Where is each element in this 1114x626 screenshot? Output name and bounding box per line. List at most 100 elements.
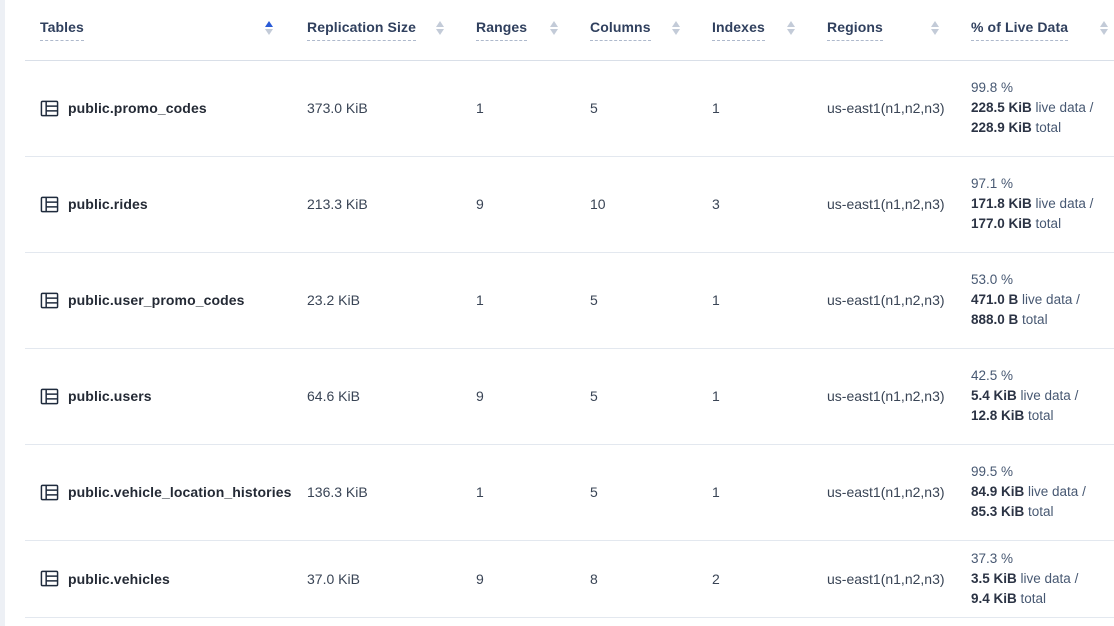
ranges-cell: 1 xyxy=(462,252,576,349)
live-data-cell: 99.8 % 228.5 KiB live data / 228.9 KiB t… xyxy=(957,60,1114,157)
columns-cell: 5 xyxy=(576,444,698,541)
regions-cell: us-east1(n1,n2,n3) xyxy=(813,60,957,157)
live-data-percent: 53.0 % xyxy=(971,272,1014,287)
regions-cell: us-east1(n1,n2,n3) xyxy=(813,540,957,618)
column-header-label: % of Live Data xyxy=(971,19,1069,41)
column-header-label: Replication Size xyxy=(307,19,416,41)
live-data-percent: 99.8 % xyxy=(971,80,1014,95)
table-name-link[interactable]: public.vehicles xyxy=(68,570,170,587)
columns-cell: 5 xyxy=(576,252,698,349)
table-row: public.users 64.6 KiB 9 5 1 us-east1(n1,… xyxy=(25,348,1114,445)
table-row: public.promo_codes 373.0 KiB 1 5 1 us-ea… xyxy=(25,60,1114,157)
live-data-cell: 42.5 % 5.4 KiB live data / 12.8 KiB tota… xyxy=(957,348,1114,445)
live-data-percent: 37.3 % xyxy=(971,550,1014,566)
database-tables-table: Tables Replication Size Ranges xyxy=(25,0,1114,618)
columns-cell: 10 xyxy=(576,156,698,253)
total-data-amount: 177.0 KiB total xyxy=(971,216,1062,231)
sort-arrows-icon[interactable] xyxy=(1100,20,1108,35)
column-header-label: Ranges xyxy=(476,19,528,41)
table-grid-icon xyxy=(40,291,59,310)
ranges-cell: 9 xyxy=(462,540,576,618)
table-row: public.rides 213.3 KiB 9 10 3 us-east1(n… xyxy=(25,156,1114,253)
live-data-percent: 42.5 % xyxy=(971,368,1014,383)
column-header-replication-size[interactable]: Replication Size xyxy=(291,0,462,61)
column-header-indexes[interactable]: Indexes xyxy=(698,0,813,61)
table-row: public.vehicle_location_histories 136.3 … xyxy=(25,444,1114,541)
column-header-columns[interactable]: Columns xyxy=(576,0,698,61)
table-grid-icon xyxy=(40,483,59,502)
sort-arrows-icon[interactable] xyxy=(265,20,273,35)
live-data-cell: 53.0 % 471.0 B live data / 888.0 B total xyxy=(957,252,1114,349)
replication-size-cell: 136.3 KiB xyxy=(291,444,462,541)
live-data-amount: 3.5 KiB live data / xyxy=(971,570,1079,586)
ranges-cell: 1 xyxy=(462,60,576,157)
column-header-label: Tables xyxy=(40,19,84,41)
table-name-link[interactable]: public.vehicle_location_histories xyxy=(68,484,292,500)
live-data-amount: 84.9 KiB live data / xyxy=(971,484,1086,499)
column-header-label: Regions xyxy=(827,19,883,41)
total-data-amount: 85.3 KiB total xyxy=(971,504,1054,519)
column-header-live-data[interactable]: % of Live Data xyxy=(957,0,1114,61)
sort-arrows-icon[interactable] xyxy=(436,20,444,35)
live-data-percent: 99.5 % xyxy=(971,464,1014,479)
ranges-cell: 9 xyxy=(462,348,576,445)
replication-size-cell: 37.0 KiB xyxy=(291,540,462,618)
replication-size-cell: 213.3 KiB xyxy=(291,156,462,253)
live-data-cell: 99.5 % 84.9 KiB live data / 85.3 KiB tot… xyxy=(957,444,1114,541)
table-name-cell: public.rides xyxy=(25,156,291,253)
table-grid-icon xyxy=(40,195,59,214)
column-header-label: Indexes xyxy=(712,19,765,41)
sort-arrows-icon[interactable] xyxy=(931,20,939,35)
column-header-ranges[interactable]: Ranges xyxy=(462,0,576,61)
columns-cell: 5 xyxy=(576,60,698,157)
table-grid-icon xyxy=(40,569,59,588)
live-data-cell: 37.3 % 3.5 KiB live data / 9.4 KiB total xyxy=(957,540,1114,618)
indexes-cell: 3 xyxy=(698,156,813,253)
live-data-amount: 5.4 KiB live data / xyxy=(971,388,1079,403)
sort-arrows-icon[interactable] xyxy=(787,20,795,35)
live-data-amount: 471.0 B live data / xyxy=(971,292,1080,307)
live-data-percent: 97.1 % xyxy=(971,176,1014,191)
regions-cell: us-east1(n1,n2,n3) xyxy=(813,444,957,541)
table-row: public.vehicles 37.0 KiB 9 8 2 us-east1(… xyxy=(25,540,1114,618)
table-row: public.user_promo_codes 23.2 KiB 1 5 1 u… xyxy=(25,252,1114,349)
column-header-tables[interactable]: Tables xyxy=(25,0,291,61)
columns-cell: 8 xyxy=(576,540,698,618)
table-name-cell: public.promo_codes xyxy=(25,60,291,157)
total-data-amount: 12.8 KiB total xyxy=(971,408,1054,423)
indexes-cell: 1 xyxy=(698,60,813,157)
ranges-cell: 9 xyxy=(462,156,576,253)
table-name-cell: public.users xyxy=(25,348,291,445)
indexes-cell: 1 xyxy=(698,252,813,349)
sort-arrows-icon[interactable] xyxy=(550,20,558,35)
sort-arrows-icon[interactable] xyxy=(672,20,680,35)
table-name-link[interactable]: public.rides xyxy=(68,196,148,212)
live-data-amount: 171.8 KiB live data / xyxy=(971,196,1094,211)
columns-cell: 5 xyxy=(576,348,698,445)
table-name-cell: public.vehicle_location_histories xyxy=(25,444,292,541)
live-data-cell: 97.1 % 171.8 KiB live data / 177.0 KiB t… xyxy=(957,156,1114,253)
table-name-link[interactable]: public.promo_codes xyxy=(68,100,207,116)
live-data-amount: 228.5 KiB live data / xyxy=(971,100,1094,115)
replication-size-cell: 64.6 KiB xyxy=(291,348,462,445)
indexes-cell: 1 xyxy=(698,348,813,445)
table-name-cell: public.user_promo_codes xyxy=(25,252,291,349)
total-data-amount: 888.0 B total xyxy=(971,312,1048,327)
total-data-amount: 9.4 KiB total xyxy=(971,590,1047,606)
column-header-regions[interactable]: Regions xyxy=(813,0,957,61)
table-name-cell: public.vehicles xyxy=(25,540,291,618)
header-row: Tables Replication Size Ranges xyxy=(25,0,1114,61)
ranges-cell: 1 xyxy=(462,444,576,541)
total-data-amount: 228.9 KiB total xyxy=(971,120,1062,135)
column-header-label: Columns xyxy=(590,19,651,41)
replication-size-cell: 373.0 KiB xyxy=(291,60,462,157)
tables-list-card: Tables Replication Size Ranges xyxy=(5,0,1114,626)
table-name-link[interactable]: public.users xyxy=(68,388,152,404)
regions-cell: us-east1(n1,n2,n3) xyxy=(813,348,957,445)
indexes-cell: 2 xyxy=(698,540,813,618)
table-grid-icon xyxy=(40,99,59,118)
table-name-link[interactable]: public.user_promo_codes xyxy=(68,292,245,308)
table-grid-icon xyxy=(40,387,59,406)
regions-cell: us-east1(n1,n2,n3) xyxy=(813,156,957,253)
indexes-cell: 1 xyxy=(698,444,813,541)
